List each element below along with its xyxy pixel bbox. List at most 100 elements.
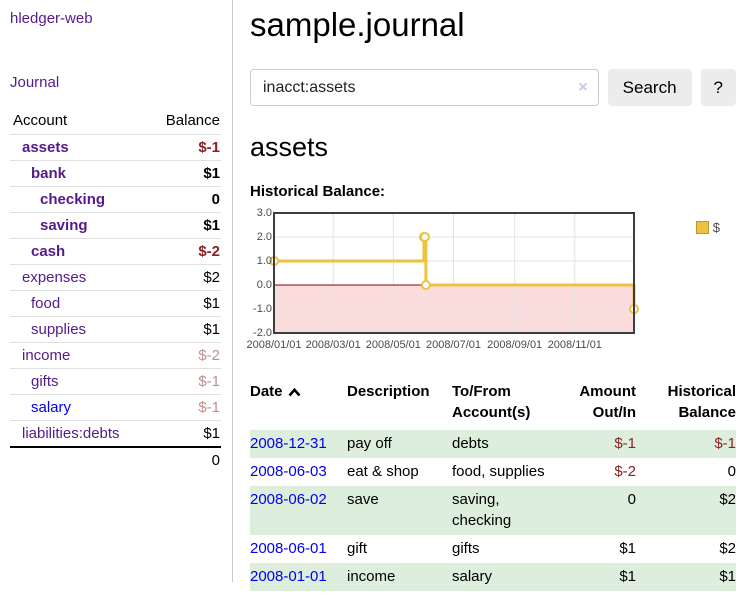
transactions-header-row: Date Description To/From Account(s) Amou… <box>250 381 736 430</box>
transaction-date: 2008-06-02 <box>250 486 347 535</box>
sidebar-account-row: supplies $1 <box>10 317 221 343</box>
transaction-date: 2008-06-01 <box>250 535 347 563</box>
sidebar-account-row: food $1 <box>10 291 221 317</box>
account-heading: assets <box>250 132 736 163</box>
account-link-gifts[interactable]: gifts <box>31 373 59 390</box>
sidebar-account-row: income $-2 <box>10 343 221 369</box>
sidebar-account-row: assets $-1 <box>10 135 221 161</box>
app-title-link[interactable]: hledger-web <box>10 10 222 27</box>
transaction-accounts: saving, checking <box>452 486 556 535</box>
column-header-balance: Historical Balance <box>636 381 736 430</box>
legend-label: $ <box>713 220 720 235</box>
account-balance: $1 <box>148 421 221 448</box>
accounts-header-balance: Balance <box>148 109 221 135</box>
page-title: sample.journal <box>250 6 736 44</box>
transaction-date-link[interactable]: 2008-12-31 <box>250 435 327 452</box>
transaction-balance: $1 <box>636 563 736 591</box>
account-balance: $-1 <box>148 369 221 395</box>
accounts-total-row: 0 <box>10 447 221 473</box>
account-balance: $1 <box>148 161 221 187</box>
sidebar-account-row: bank $1 <box>10 161 221 187</box>
y-axis-tick-label: 3.0 <box>250 207 272 220</box>
column-header-accounts: To/From Account(s) <box>452 381 556 430</box>
sort-ascending-icon <box>288 384 301 401</box>
y-axis-tick-label: 0.0 <box>250 279 272 292</box>
account-balance: $1 <box>148 317 221 343</box>
account-link-saving[interactable]: saving <box>40 217 88 234</box>
sidebar-account-row: expenses $2 <box>10 265 221 291</box>
search-button[interactable]: Search <box>608 69 692 106</box>
column-header-description: Description <box>347 381 452 430</box>
column-header-date[interactable]: Date <box>250 381 347 430</box>
transaction-description: income <box>347 563 452 591</box>
main-content: sample.journal × Search ? assets Histori… <box>234 6 742 601</box>
column-header-amount: Amount Out/In <box>556 381 636 430</box>
legend-swatch-icon <box>696 221 709 234</box>
transaction-balance: $2 <box>636 486 736 535</box>
transaction-amount: $1 <box>556 563 636 591</box>
search-box: × <box>250 69 599 106</box>
transaction-accounts: gifts <box>452 535 556 563</box>
transaction-description: save <box>347 486 452 535</box>
account-link-income[interactable]: income <box>22 347 70 364</box>
account-link-expenses[interactable]: expenses <box>22 269 86 286</box>
account-balance: $-2 <box>148 343 221 369</box>
transaction-amount: $-2 <box>556 458 636 486</box>
transaction-date-link[interactable]: 2008-06-01 <box>250 540 327 557</box>
sidebar-nav: Journal <box>10 74 222 92</box>
account-link-bank[interactable]: bank <box>31 165 66 182</box>
clear-search-icon[interactable]: × <box>578 80 587 96</box>
chart-svg <box>274 213 634 333</box>
account-link-supplies[interactable]: supplies <box>31 321 86 338</box>
accounts-header-account: Account <box>10 109 148 135</box>
transaction-amount: $1 <box>556 535 636 563</box>
account-link-checking[interactable]: checking <box>40 191 105 208</box>
transaction-date: 2008-01-01 <box>250 563 347 591</box>
transaction-accounts: debts <box>452 430 556 458</box>
account-link-food[interactable]: food <box>31 295 60 312</box>
search-row: × Search ? <box>250 69 736 106</box>
transaction-date-link[interactable]: 2008-01-01 <box>250 568 327 585</box>
sidebar-item-journal[interactable]: Journal <box>10 74 59 91</box>
transaction-date-link[interactable]: 2008-06-02 <box>250 491 327 508</box>
transaction-date-link[interactable]: 2008-06-03 <box>250 463 327 480</box>
account-link-liabilities-debts[interactable]: liabilities:debts <box>22 425 120 442</box>
y-axis-tick-label: 1.0 <box>250 255 272 268</box>
transaction-description: eat & shop <box>347 458 452 486</box>
transaction-accounts: salary <box>452 563 556 591</box>
chart-title: Historical Balance: <box>250 183 736 200</box>
search-input[interactable] <box>250 69 599 106</box>
account-link-assets[interactable]: assets <box>22 139 69 156</box>
chart-legend: $ <box>694 219 722 236</box>
sidebar: hledger-web Journal Account Balance asse… <box>0 0 233 582</box>
account-link-salary[interactable]: salary <box>31 399 71 416</box>
sidebar-account-row: gifts $-1 <box>10 369 221 395</box>
account-balance: $1 <box>148 213 221 239</box>
account-balance: $2 <box>148 265 221 291</box>
sidebar-account-row: saving $1 <box>10 213 221 239</box>
transaction-date: 2008-06-03 <box>250 458 347 486</box>
transaction-balance: 0 <box>636 458 736 486</box>
transactions-table: Date Description To/From Account(s) Amou… <box>250 381 736 591</box>
help-button[interactable]: ? <box>701 69 736 106</box>
account-balance: 0 <box>148 187 221 213</box>
accounts-total-spacer <box>10 447 148 473</box>
transaction-accounts: food, supplies <box>452 458 556 486</box>
account-balance: $-1 <box>148 135 221 161</box>
transaction-date: 2008-12-31 <box>250 430 347 458</box>
account-balance: $1 <box>148 291 221 317</box>
y-axis-tick-label: -1.0 <box>250 303 272 316</box>
accounts-header-row: Account Balance <box>10 109 221 135</box>
transaction-amount: 0 <box>556 486 636 535</box>
account-link-cash[interactable]: cash <box>31 243 65 260</box>
transaction-description: pay off <box>347 430 452 458</box>
chart-plot-area <box>274 213 634 338</box>
account-balance: $-1 <box>148 395 221 421</box>
account-balance: $-2 <box>148 239 221 265</box>
transaction-amount: $-1 <box>556 430 636 458</box>
